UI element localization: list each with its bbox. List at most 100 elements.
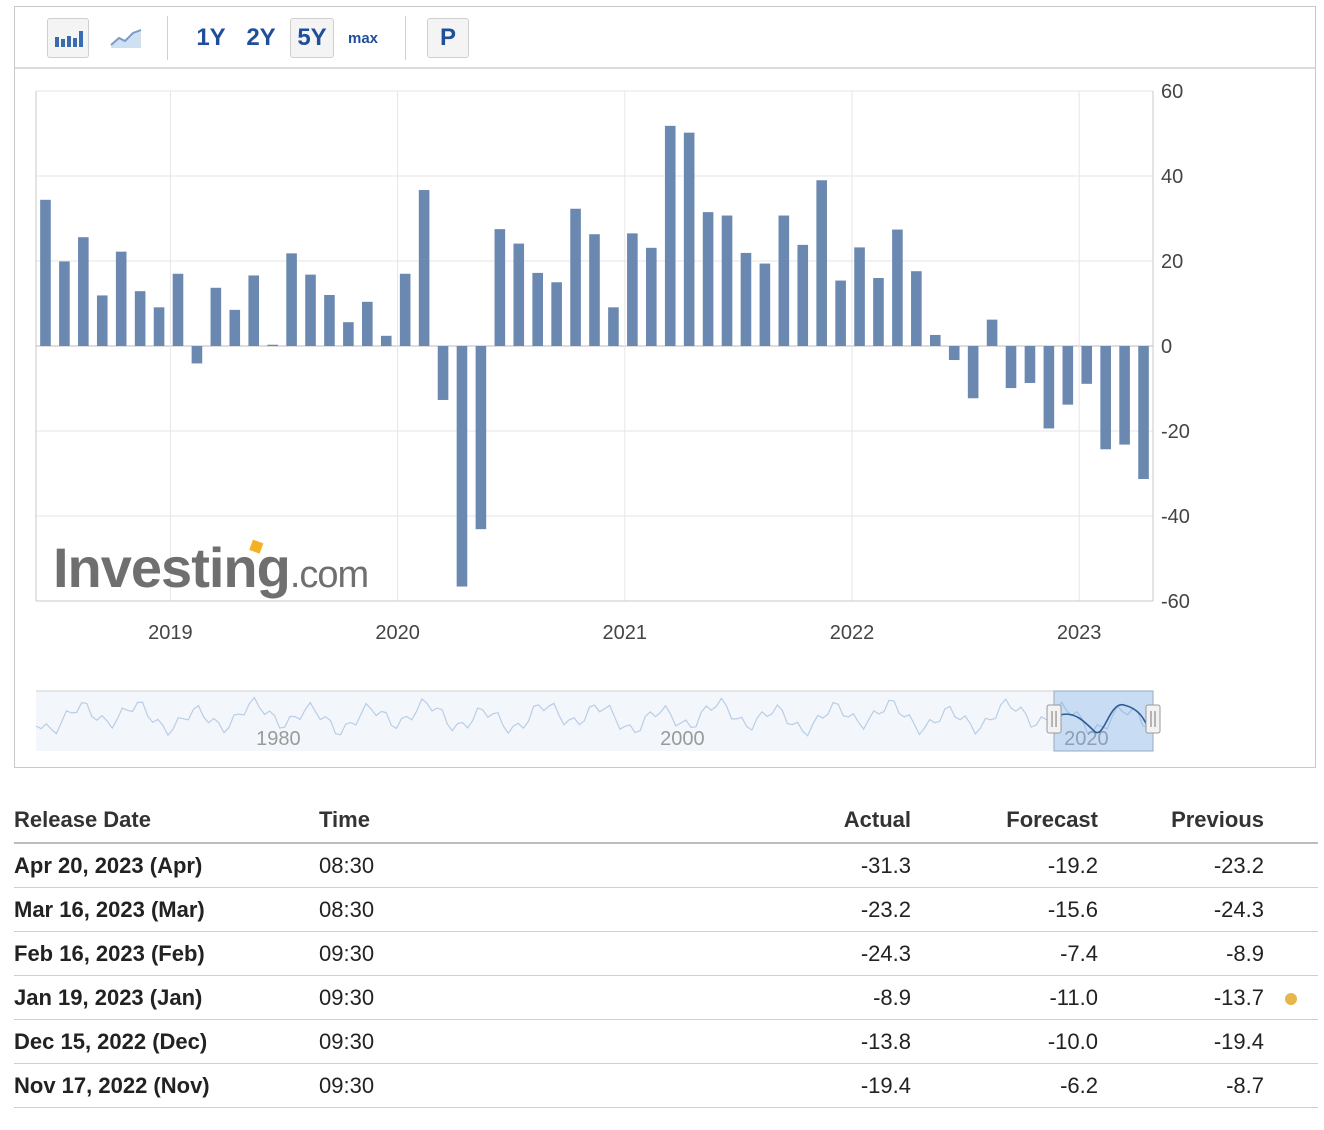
bar[interactable] [437,346,449,400]
range-1y-button[interactable]: 1Y [191,18,231,58]
bar[interactable] [399,273,411,346]
navigator-handle[interactable] [1145,704,1161,734]
previous-cell: -8.9 [1098,931,1264,976]
bar[interactable] [456,346,468,587]
bar[interactable] [286,253,297,346]
line-chart-type-button[interactable] [105,18,147,58]
bar[interactable] [248,275,260,346]
history-table: Release Date Time Actual Forecast Previo… [14,798,1318,1108]
bar[interactable] [96,295,108,346]
bar[interactable] [418,190,430,346]
revised-indicator-icon[interactable] [1285,992,1297,1005]
bar[interactable] [1062,346,1074,405]
range-5y-button[interactable]: 5Y [290,18,334,58]
navigator-history-line [35,696,1154,737]
release-date-cell: Jan 19, 2023 (Jan) [14,975,319,1020]
bar[interactable] [740,252,752,346]
header-forecast[interactable]: Forecast [911,798,1098,844]
bar[interactable] [1081,346,1093,384]
bar[interactable] [305,274,316,346]
bar[interactable] [627,233,638,346]
bar[interactable] [40,199,51,346]
bar-chart-type-button[interactable] [47,18,89,58]
bar[interactable] [1119,346,1130,445]
forecast-cell: -10.0 [911,1019,1098,1064]
bar[interactable] [380,335,392,346]
bar[interactable] [513,243,525,346]
bar[interactable] [494,229,506,346]
x-tick-label: 2023 [1057,622,1102,644]
navigator-window[interactable] [1053,690,1154,752]
bar[interactable] [835,280,846,346]
revision-cell [1264,843,1318,888]
header-release-date[interactable]: Release Date [14,798,319,844]
bar[interactable] [324,295,335,346]
bar[interactable] [153,307,165,346]
header-time[interactable]: Time [319,798,619,844]
range-max-button[interactable]: max [341,18,385,58]
bar[interactable] [1138,346,1149,480]
x-tick-label: 2022 [830,622,875,644]
bar[interactable] [210,287,222,346]
axes: 60 40 20 0 -20 -40 -60 2019 2020 2021 2022 2023 [35,81,1190,644]
bar[interactable] [702,212,714,346]
time-cell: 09:30 [319,1063,619,1108]
bar[interactable] [78,237,89,346]
bar[interactable] [645,247,657,346]
bar[interactable] [892,229,903,346]
bar[interactable] [59,261,70,346]
header-previous[interactable]: Previous [1098,798,1264,844]
revision-cell [1264,975,1318,1020]
bar[interactable] [1043,346,1055,429]
bar[interactable] [475,346,487,530]
table-row: Nov 17, 2022 (Nov) 09:30 -19.4 -6.2 -8.7 [14,1063,1318,1108]
navigator-background [36,691,1153,751]
bar[interactable] [664,125,676,346]
time-cell: 09:30 [319,1019,619,1064]
bar[interactable] [134,291,146,346]
range-2y-button[interactable]: 2Y [241,18,281,58]
bar[interactable] [589,234,600,346]
bar[interactable] [929,334,941,346]
bar[interactable] [986,319,998,346]
bar[interactable] [683,132,695,346]
navigator[interactable]: 1980 2000 2020 [35,690,1161,752]
bar[interactable] [343,322,354,346]
line-chart-icon [110,29,142,48]
bar[interactable] [778,215,790,346]
navigator-x-label: 2000 [660,728,705,750]
bar[interactable] [191,346,203,364]
x-tick-label: 2021 [603,622,648,644]
bar[interactable] [551,282,562,346]
bar[interactable] [570,208,581,346]
prelim-button[interactable]: P [427,18,469,58]
y-tick-label: 20 [1161,251,1183,273]
bar[interactable] [115,251,127,346]
time-cell: 08:30 [319,843,619,888]
bar[interactable] [873,278,884,346]
bar[interactable] [797,244,809,346]
forecast-cell: -11.0 [911,975,1098,1020]
bar[interactable] [362,301,373,346]
navigator-handle[interactable] [1046,704,1062,734]
bar[interactable] [267,344,278,346]
bar[interactable] [911,271,922,346]
bar[interactable] [172,273,184,346]
table-row: Mar 16, 2023 (Mar) 08:30 -23.2 -15.6 -24.3 [14,887,1318,932]
bar[interactable] [532,272,544,346]
bar[interactable] [229,309,241,346]
bar[interactable] [948,346,960,361]
bar[interactable] [1024,346,1036,383]
bar[interactable] [816,180,827,346]
bar[interactable] [854,247,865,346]
bar[interactable] [1100,346,1111,450]
bar[interactable] [721,215,733,346]
y-tick-label: -40 [1161,506,1190,528]
bar[interactable] [759,263,771,346]
watermark-suffix: .com [290,554,368,596]
bar[interactable] [608,307,619,346]
bar[interactable] [967,346,979,399]
actual-cell: -19.4 [619,1063,911,1108]
bar[interactable] [1005,346,1017,389]
header-actual[interactable]: Actual [619,798,911,844]
